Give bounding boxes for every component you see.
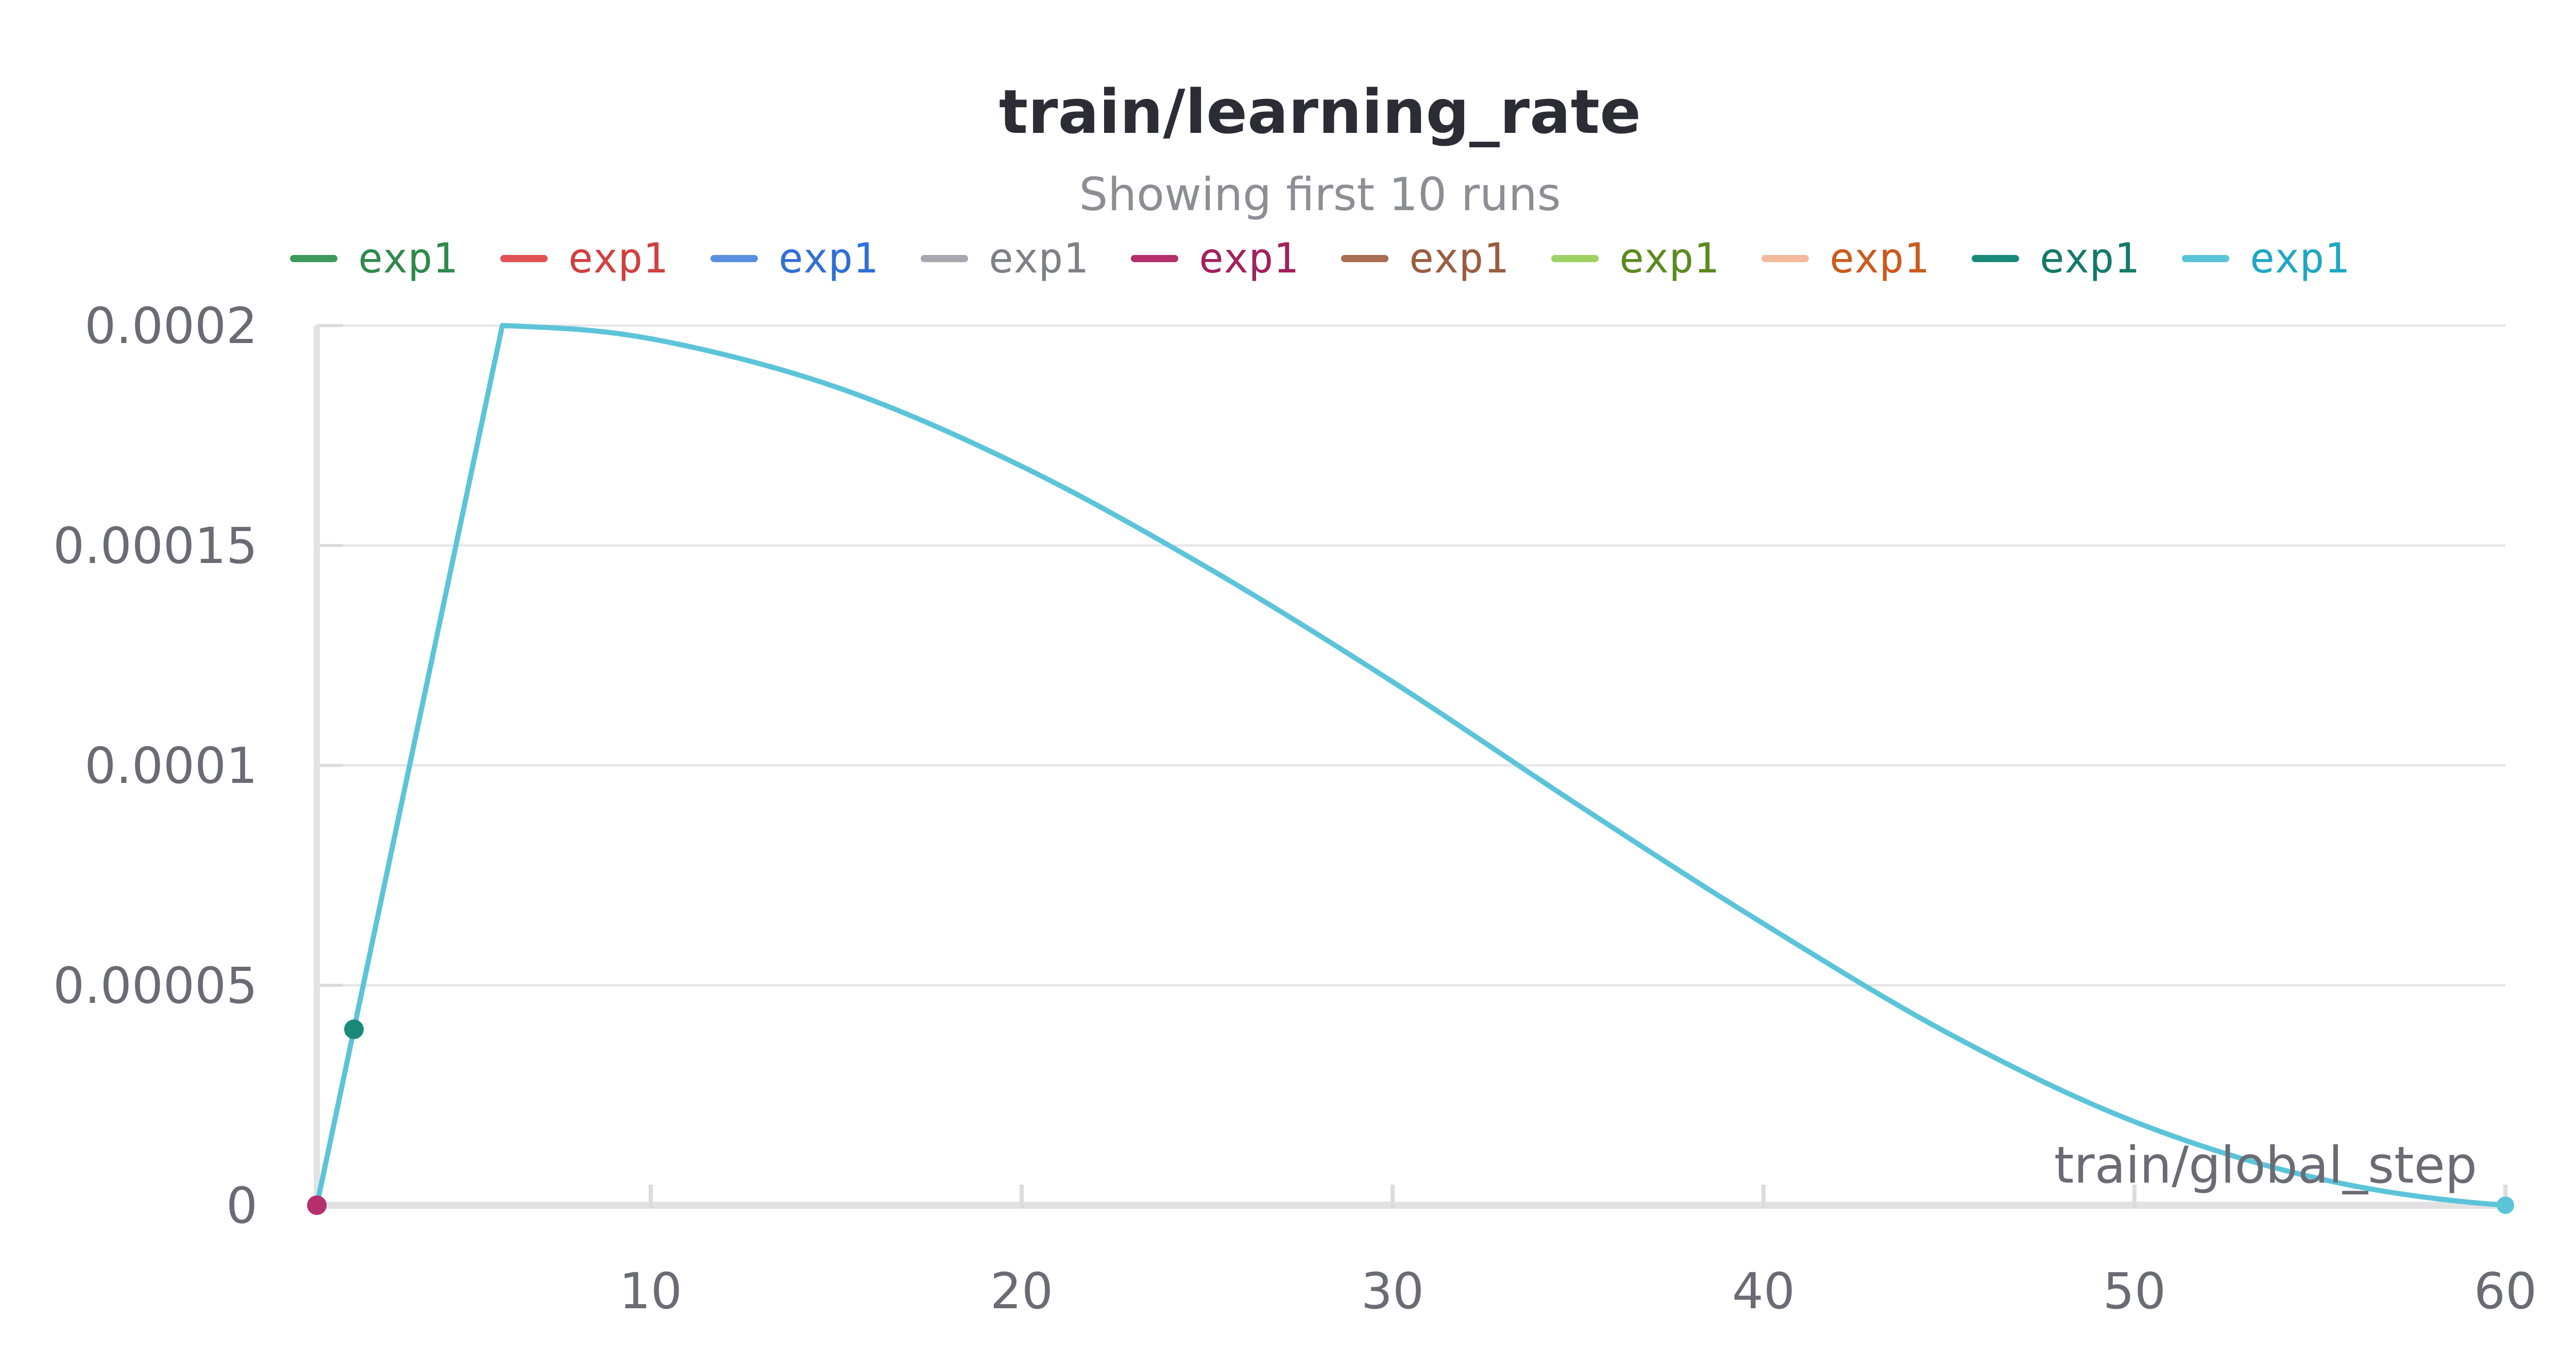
grid — [317, 324, 2505, 986]
chart-subtitle: Showing first 10 runs — [1079, 168, 1561, 221]
y-tick-label: 0 — [226, 1177, 258, 1235]
legend-item: exp1 — [1131, 234, 1298, 282]
legend-label: exp1 — [358, 234, 457, 282]
axes: 0 0.00005 0.0001 0.00015 0.0002 10 20 30 40 50 60 — [53, 297, 2537, 1320]
legend: exp1 exp1 exp1 exp1 exp1 exp1 exp1 exp1 exp1 exp1 — [290, 234, 2349, 282]
legend-item: exp1 — [2182, 234, 2349, 282]
chart-title: train/learning_rate — [999, 76, 1641, 147]
legend-item: exp1 — [1551, 234, 1719, 282]
y-tick-label: 0.00015 — [53, 517, 258, 575]
legend-item: exp1 — [500, 234, 668, 282]
legend-label: exp1 — [2250, 234, 2349, 282]
legend-label: exp1 — [989, 234, 1088, 282]
y-tick-label: 0.00005 — [53, 957, 258, 1015]
legend-item: exp1 — [921, 234, 1088, 282]
x-axis-title: train/global_step — [2054, 1136, 2477, 1195]
legend-item: exp1 — [290, 234, 457, 282]
legend-label: exp1 — [1829, 234, 1929, 282]
x-tick-label: 20 — [990, 1262, 1053, 1320]
data-point — [307, 1195, 327, 1215]
legend-item: exp1 — [1761, 234, 1929, 282]
data-point — [344, 1019, 364, 1039]
legend-item: exp1 — [1341, 234, 1509, 282]
x-tick-label: 50 — [2103, 1262, 2166, 1320]
series-layer — [307, 323, 2514, 1215]
legend-label: exp1 — [778, 234, 878, 282]
series-line — [314, 323, 2508, 1208]
y-tick-label: 0.0001 — [84, 737, 258, 795]
series-end-point — [2497, 1196, 2514, 1214]
x-tick-label: 60 — [2474, 1262, 2537, 1320]
legend-label: exp1 — [2040, 234, 2139, 282]
x-tick-label: 10 — [619, 1262, 682, 1320]
legend-label: exp1 — [1409, 234, 1509, 282]
x-tick-label: 30 — [1361, 1262, 1424, 1320]
y-tick-label: 0.0002 — [84, 297, 258, 355]
legend-label: exp1 — [568, 234, 668, 282]
legend-label: exp1 — [1199, 234, 1298, 282]
legend-label: exp1 — [1619, 234, 1719, 282]
x-tick-label: 40 — [1732, 1262, 1795, 1320]
legend-item: exp1 — [1972, 234, 2139, 282]
legend-item: exp1 — [710, 234, 878, 282]
